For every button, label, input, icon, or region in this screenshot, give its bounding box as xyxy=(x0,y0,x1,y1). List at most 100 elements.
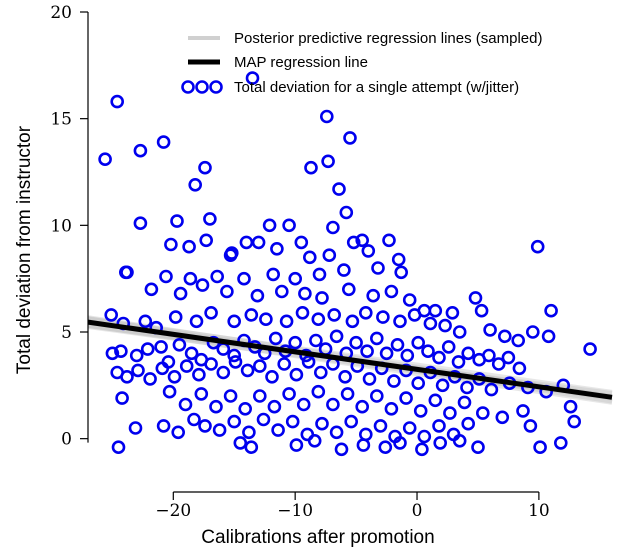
data-point xyxy=(198,419,212,433)
data-point xyxy=(227,314,241,329)
data-point xyxy=(334,442,349,457)
data-point xyxy=(407,308,422,322)
data-point xyxy=(189,314,204,329)
y-tick-label: 20 xyxy=(50,3,72,23)
data-point xyxy=(279,314,294,329)
data-point xyxy=(105,346,120,361)
data-point xyxy=(265,369,279,384)
data-point xyxy=(250,288,265,303)
data-point xyxy=(110,94,124,109)
data-point xyxy=(411,376,426,391)
data-point xyxy=(460,380,474,395)
data-point xyxy=(384,284,399,299)
data-point xyxy=(340,387,355,401)
data-point xyxy=(171,425,185,440)
data-point xyxy=(182,239,196,254)
data-point xyxy=(256,412,271,427)
data-point xyxy=(131,363,145,378)
data-point xyxy=(379,346,394,361)
data-point xyxy=(277,357,292,371)
data-point xyxy=(346,235,361,250)
data-point xyxy=(133,143,148,158)
data-point xyxy=(523,419,538,433)
data-point xyxy=(563,399,578,414)
data-point xyxy=(245,71,260,85)
data-point xyxy=(378,440,393,455)
data-point xyxy=(452,433,467,448)
data-point xyxy=(530,239,545,254)
data-point xyxy=(326,220,340,235)
legend-point-swatch-1 xyxy=(181,80,195,94)
data-point xyxy=(302,250,317,265)
data-point xyxy=(497,329,512,344)
data-point xyxy=(441,340,456,354)
data-point xyxy=(307,433,322,448)
data-point xyxy=(289,367,304,382)
data-point xyxy=(228,355,243,369)
data-point xyxy=(204,305,218,320)
data-point xyxy=(114,344,128,359)
data-point xyxy=(129,348,144,363)
data-point xyxy=(155,361,170,376)
data-point xyxy=(384,401,399,416)
data-point xyxy=(432,419,446,433)
data-point xyxy=(369,331,384,346)
data-point xyxy=(491,357,506,371)
data-point xyxy=(315,291,329,305)
data-point xyxy=(251,235,266,250)
posterior-line xyxy=(87,322,613,405)
y-tick-label: 0 xyxy=(61,430,72,450)
data-point xyxy=(138,314,153,329)
map-regression-line-group xyxy=(87,319,613,400)
data-point xyxy=(199,233,213,248)
data-point xyxy=(309,333,323,348)
data-point xyxy=(443,406,457,420)
x-axis-label: Calibrations after promotion xyxy=(201,527,434,548)
data-point xyxy=(393,436,407,450)
data-point xyxy=(156,419,171,433)
data-point xyxy=(516,404,530,418)
data-point xyxy=(111,440,126,455)
data-point xyxy=(329,425,344,440)
data-point xyxy=(288,271,303,286)
x-tick-label: −20 xyxy=(155,501,191,521)
data-point xyxy=(262,218,277,233)
y-tick-label: 10 xyxy=(50,216,72,236)
data-point xyxy=(209,399,223,414)
data-point xyxy=(332,182,346,196)
data-point xyxy=(553,436,568,450)
data-point xyxy=(204,357,218,371)
data-point xyxy=(326,397,340,412)
data-point xyxy=(337,263,351,277)
data-point xyxy=(355,233,370,248)
data-point xyxy=(461,346,476,361)
legend-point-swatch-2 xyxy=(195,80,209,94)
data-point xyxy=(304,160,318,175)
data-point xyxy=(144,282,159,297)
data-point xyxy=(288,335,303,350)
data-point xyxy=(501,350,516,365)
data-point xyxy=(120,369,134,384)
data-point xyxy=(187,412,201,427)
data-point xyxy=(311,384,326,399)
data-point xyxy=(159,269,173,284)
data-point xyxy=(361,244,376,258)
data-point xyxy=(371,261,385,275)
data-point xyxy=(154,340,168,354)
data-point xyxy=(423,316,438,331)
data-point xyxy=(315,416,329,431)
legend: Posterior predictive regression lines (s… xyxy=(181,30,542,96)
data-point xyxy=(239,235,254,250)
data-point xyxy=(451,355,466,369)
data-point xyxy=(295,305,310,320)
data-point xyxy=(471,440,485,455)
data-point xyxy=(227,348,241,363)
data-point xyxy=(140,342,155,356)
data-point xyxy=(322,248,337,262)
data-point xyxy=(183,271,198,286)
data-point xyxy=(327,308,342,322)
data-point xyxy=(355,399,370,414)
data-point xyxy=(252,359,267,373)
legend-entry-posterior: Posterior predictive regression lines (s… xyxy=(234,30,542,47)
x-tick-label: 0 xyxy=(412,501,423,521)
